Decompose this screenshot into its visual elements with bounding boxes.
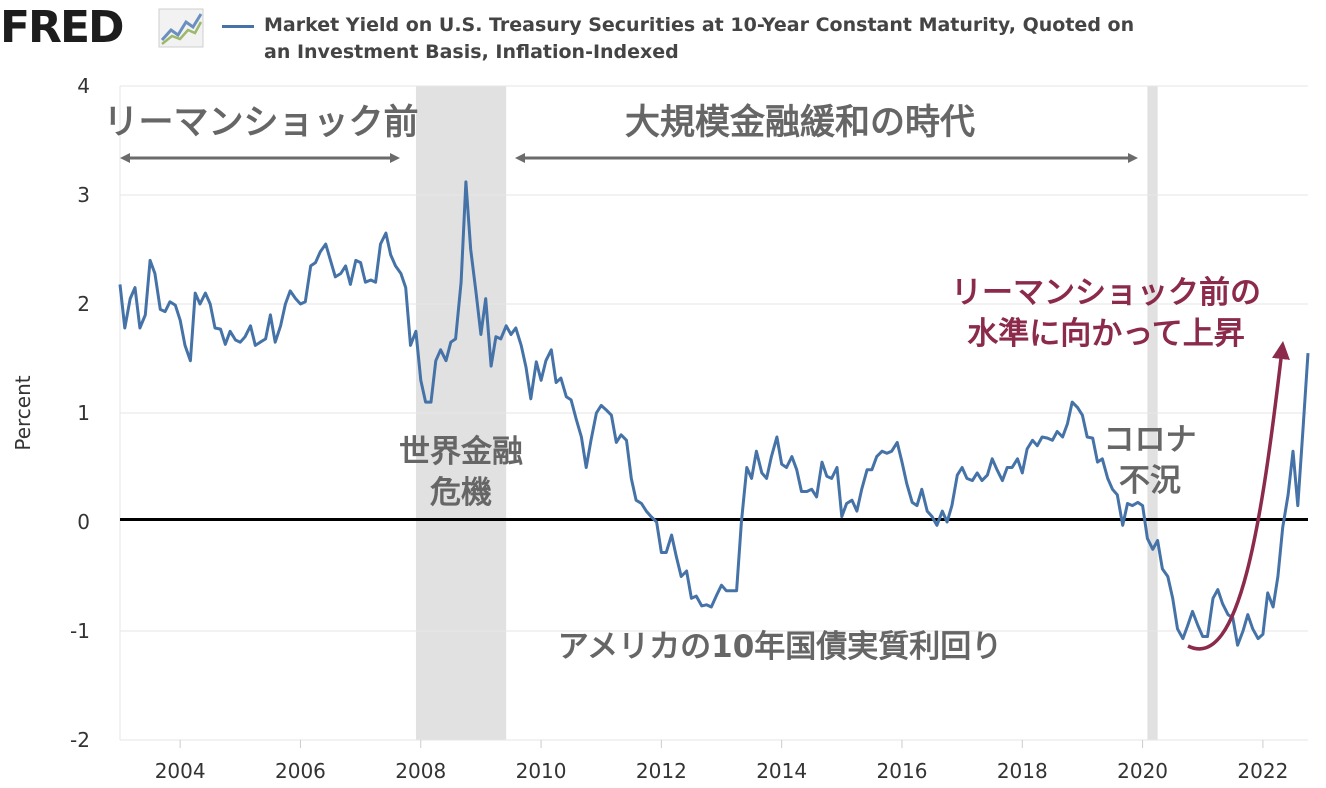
legend-swatch bbox=[222, 25, 254, 28]
y-tick-label: -1 bbox=[70, 619, 90, 643]
fred-logo[interactable]: FRED bbox=[0, 2, 125, 53]
arrow-rise bbox=[1187, 341, 1290, 651]
x-tick-label: 2008 bbox=[395, 759, 446, 783]
grid-lines bbox=[119, 85, 1308, 741]
x-tick-label: 2016 bbox=[877, 759, 928, 783]
x-tick-label: 2018 bbox=[997, 759, 1048, 783]
annotation-covid-line2: 不況 bbox=[1119, 463, 1181, 499]
y-tick-label: 3 bbox=[77, 183, 90, 207]
legend-label[interactable]: Market Yield on U.S. Treasury Securities… bbox=[264, 14, 1135, 63]
annotation-pre-lehman: リーマンショック前 bbox=[103, 103, 418, 143]
x-tick-label: 2010 bbox=[516, 759, 567, 783]
x-tick-label: 2004 bbox=[155, 759, 206, 783]
annotation-series-title: アメリカの10年国債実質利回り bbox=[558, 629, 1003, 665]
y-axis-label: Percent bbox=[11, 375, 35, 450]
annotation-gfc-line1: 世界金融 bbox=[399, 434, 523, 470]
annotation-covid-line1: コロナ bbox=[1104, 422, 1197, 458]
x-tick-label: 2012 bbox=[636, 759, 687, 783]
x-axis-ticks: 2004 2006 2008 2010 2012 2014 2016 2018 2020 2022 bbox=[155, 740, 1288, 783]
x-tick-label: 2020 bbox=[1117, 759, 1168, 783]
x-tick-label: 2006 bbox=[275, 759, 326, 783]
annotation-gfc-line2: 危機 bbox=[430, 475, 492, 511]
annotation-rise-line2: 水準に向かって上昇 bbox=[967, 316, 1244, 352]
fred-graph-icon bbox=[158, 8, 204, 48]
y-tick-label: 1 bbox=[77, 401, 90, 425]
series-line[interactable] bbox=[118, 180, 1310, 647]
annotation-easing-era: 大規模金融緩和の時代 bbox=[625, 102, 975, 143]
x-tick-label: 2014 bbox=[756, 759, 807, 783]
annotation-rise-line1: リーマンショック前の bbox=[951, 275, 1261, 311]
x-tick-label: 2022 bbox=[1237, 759, 1288, 783]
y-tick-label: 2 bbox=[77, 292, 90, 316]
chart-header: FRED Market Yield on U.S. Treasury Secur… bbox=[0, 0, 1326, 76]
y-axis-ticks: 4 3 2 1 0 -1 -2 bbox=[70, 74, 90, 752]
y-tick-label: -2 bbox=[70, 728, 90, 752]
y-tick-label: 0 bbox=[77, 510, 90, 534]
y-tick-label: 4 bbox=[77, 74, 90, 98]
